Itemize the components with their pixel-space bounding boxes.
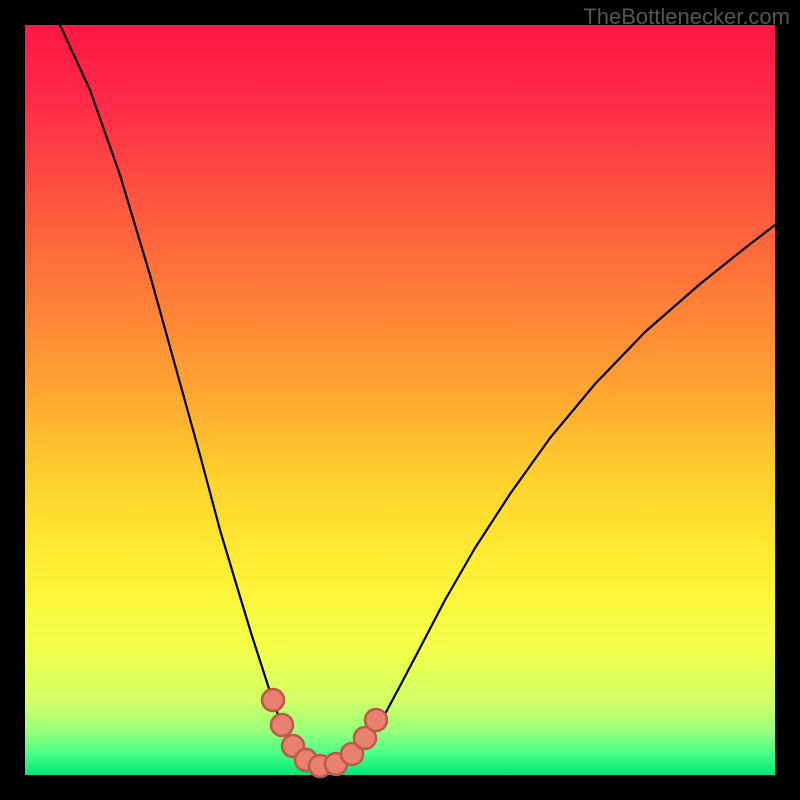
bottleneck-curve-chart	[0, 0, 800, 800]
gradient-background	[25, 25, 775, 775]
data-marker	[262, 689, 284, 711]
data-marker	[365, 709, 387, 731]
chart-canvas: TheBottlenecker.com	[0, 0, 800, 800]
data-marker	[271, 714, 293, 736]
watermark-text: TheBottlenecker.com	[583, 4, 790, 30]
